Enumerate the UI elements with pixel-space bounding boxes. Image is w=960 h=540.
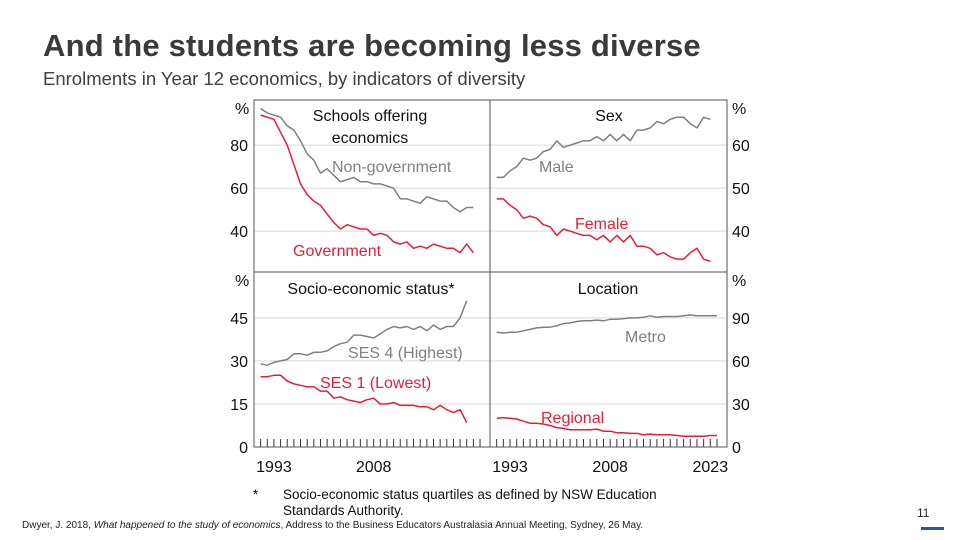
y-tick-label: 60 bbox=[732, 138, 750, 155]
panel-title: economics bbox=[332, 130, 408, 147]
series-label: Non-government bbox=[332, 159, 452, 176]
x-tick-label: 2008 bbox=[592, 459, 628, 476]
series-line-government bbox=[260, 114, 474, 254]
y-tick-label: 80 bbox=[230, 138, 248, 155]
series-line-regional bbox=[496, 416, 717, 437]
citation-rest: , Address to the Business Educators Aust… bbox=[280, 520, 644, 531]
slide-subtitle: Enrolments in Year 12 economics, by indi… bbox=[43, 68, 526, 89]
series-label: Regional bbox=[541, 410, 604, 427]
y-unit-label: % bbox=[235, 273, 249, 290]
series-line-ses-1-lowest- bbox=[260, 374, 468, 423]
y-unit-label: % bbox=[732, 101, 746, 118]
accent-bar bbox=[921, 527, 944, 530]
footnote-line-2: Standards Authority. bbox=[283, 503, 404, 518]
x-tick-label: 2023 bbox=[693, 459, 729, 476]
y-tick-label: 40 bbox=[230, 224, 248, 241]
y-tick-label: 40 bbox=[732, 224, 750, 241]
panel-title: Location bbox=[578, 281, 639, 298]
y-tick-label: 60 bbox=[732, 354, 750, 371]
x-tick-label: 1993 bbox=[492, 459, 528, 476]
y-tick-label: 15 bbox=[230, 397, 248, 414]
series-line-male bbox=[496, 116, 711, 179]
series-label: Male bbox=[539, 159, 574, 176]
slide-title: And the students are becoming less diver… bbox=[43, 28, 701, 63]
panel-title: Socio-economic status* bbox=[287, 281, 454, 298]
page-number: 11 bbox=[917, 506, 930, 520]
citation: Dwyer, J. 2018, What happened to the stu… bbox=[22, 520, 643, 531]
footnote-line-1: Socio-economic status quartiles as defin… bbox=[283, 487, 657, 502]
series-label: Metro bbox=[625, 329, 666, 346]
panel-title: Schools offering bbox=[313, 108, 427, 125]
series-label: SES 4 (Highest) bbox=[348, 345, 463, 362]
y-tick-label: 60 bbox=[230, 181, 248, 198]
y-tick-label: 90 bbox=[732, 311, 750, 328]
series-line-metro bbox=[496, 314, 717, 334]
y-tick-label: 0 bbox=[239, 440, 248, 457]
citation-author: Dwyer, J. 2018, bbox=[22, 520, 94, 531]
series-label: Female bbox=[575, 216, 628, 233]
y-tick-label: 45 bbox=[230, 311, 248, 328]
y-tick-label: 30 bbox=[230, 354, 248, 371]
series-line-female bbox=[496, 198, 711, 263]
footnote-marker: * bbox=[253, 487, 259, 502]
series-line-non-government bbox=[260, 107, 474, 213]
x-tick-label: 2008 bbox=[356, 459, 392, 476]
y-unit-label: % bbox=[235, 101, 249, 118]
panel-title: Sex bbox=[595, 108, 623, 125]
y-tick-label: 30 bbox=[732, 397, 750, 414]
series-label: Government bbox=[293, 243, 382, 260]
y-unit-label: % bbox=[732, 273, 746, 290]
y-tick-label: 0 bbox=[732, 440, 741, 457]
y-tick-label: 50 bbox=[732, 181, 750, 198]
citation-title: What happened to the study of economics bbox=[93, 520, 281, 531]
x-tick-label: 1993 bbox=[256, 459, 292, 476]
series-label: SES 1 (Lowest) bbox=[320, 375, 431, 392]
series-line-ses-4-highest- bbox=[260, 300, 468, 366]
